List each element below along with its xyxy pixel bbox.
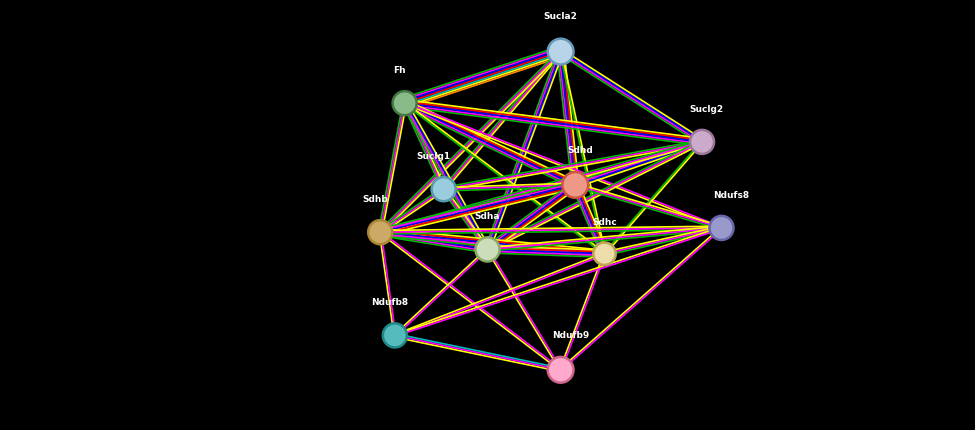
Ellipse shape [432,177,455,201]
Text: Suclg1: Suclg1 [417,152,450,161]
Text: Sdhc: Sdhc [592,218,617,227]
Text: Suclg2: Suclg2 [690,104,723,114]
Ellipse shape [369,220,392,244]
Text: Ndufb8: Ndufb8 [371,298,409,307]
Ellipse shape [690,130,714,154]
Text: Ndufs8: Ndufs8 [713,190,750,200]
Ellipse shape [548,39,573,64]
Ellipse shape [710,216,733,240]
Ellipse shape [393,91,416,115]
Ellipse shape [476,237,499,261]
Text: Sdhd: Sdhd [567,146,593,155]
Text: Sdhb: Sdhb [363,195,388,204]
Ellipse shape [548,357,573,383]
Text: Sdha: Sdha [475,212,500,221]
Ellipse shape [563,172,588,198]
Ellipse shape [594,243,615,265]
Ellipse shape [383,323,407,347]
Text: Fh: Fh [394,66,406,75]
Text: Sucla2: Sucla2 [544,12,577,22]
Text: Ndufb9: Ndufb9 [552,331,589,340]
